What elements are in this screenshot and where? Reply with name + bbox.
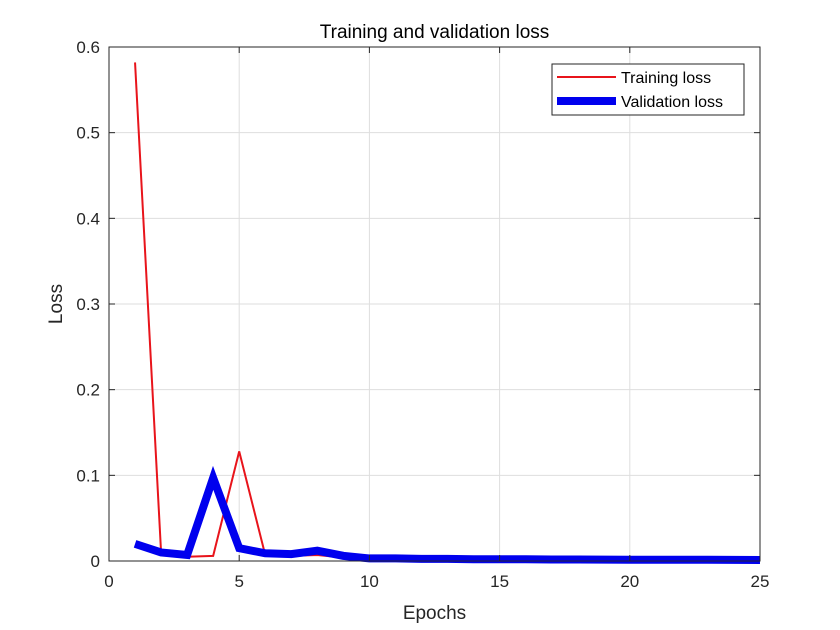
- y-tick-label: 0: [91, 552, 100, 571]
- x-tick-label: 25: [751, 572, 770, 591]
- x-tick-label: 0: [104, 572, 113, 591]
- legend: Training loss Validation loss: [551, 63, 745, 116]
- series-lines: [133, 62, 761, 564]
- y-tick-label: 0.5: [76, 124, 100, 143]
- legend-label-training-loss: Training loss: [621, 70, 711, 87]
- y-axis-label: Loss: [46, 284, 67, 324]
- y-tick-label: 0.6: [76, 38, 100, 57]
- y-tick-label: 0.3: [76, 295, 100, 314]
- x-tick-label: 20: [620, 572, 639, 591]
- legend-box: [551, 63, 745, 116]
- chart-title: Training and validation loss: [320, 22, 550, 43]
- x-tick-label: 5: [234, 572, 243, 591]
- series-line-validation-loss: [133, 465, 761, 564]
- y-tick-label: 0.2: [76, 381, 100, 400]
- axis-ticks: 0 5 10 15 20 25 0 0.1 0.2 0.3 0.4 0.5 0.6: [76, 38, 769, 591]
- x-tick-label: 10: [360, 572, 379, 591]
- y-tick-label: 0.1: [76, 466, 100, 485]
- x-axis-label: Epochs: [403, 603, 466, 624]
- gridlines: [109, 47, 760, 561]
- y-tick-label: 0.4: [76, 209, 100, 228]
- legend-label-validation-loss: Validation loss: [621, 94, 723, 111]
- x-tick-label: 15: [490, 572, 509, 591]
